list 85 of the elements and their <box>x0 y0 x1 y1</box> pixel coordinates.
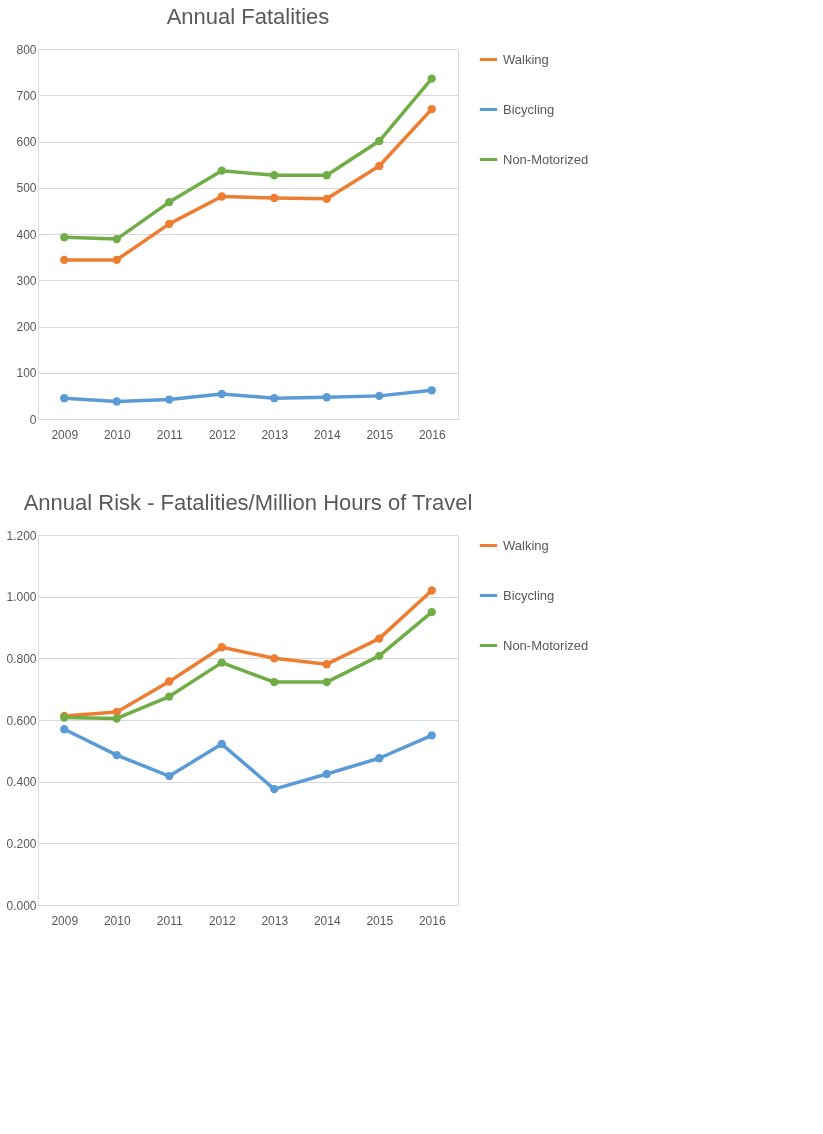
point <box>217 389 226 399</box>
point <box>427 586 436 595</box>
point <box>375 391 384 401</box>
point <box>375 634 384 643</box>
point <box>427 731 436 740</box>
y-tick-label: 300 <box>16 273 37 288</box>
legend-label: Walking <box>503 51 549 67</box>
legend-label: Non-Motorized <box>503 637 589 653</box>
point <box>60 255 69 265</box>
y-tick-label: 1.200 <box>6 528 37 543</box>
point <box>427 104 436 114</box>
y-tick-label: 0.800 <box>6 651 37 666</box>
point <box>270 654 279 663</box>
y-tick-label: 0 <box>29 412 37 427</box>
x-tick-label: 2015 <box>366 913 394 928</box>
y-tick-label: 0.600 <box>6 713 37 728</box>
point <box>322 393 331 402</box>
point <box>112 255 121 265</box>
point <box>322 677 331 687</box>
x-tick-label: 2016 <box>418 913 446 928</box>
point <box>165 692 174 701</box>
point <box>427 74 436 83</box>
x-tick-label: 2009 <box>51 427 79 442</box>
point <box>165 395 174 404</box>
y-tick-label: 700 <box>16 88 37 103</box>
point <box>60 394 69 403</box>
x-tick-label: 2010 <box>103 913 131 928</box>
point <box>270 677 279 687</box>
point <box>322 769 331 779</box>
legend-label: Bicycling <box>503 587 555 603</box>
y-tick-label: 0.000 <box>6 898 37 913</box>
point <box>322 194 331 204</box>
point <box>112 714 121 723</box>
point <box>217 658 226 667</box>
y-tick-label: 200 <box>16 320 37 334</box>
point <box>165 219 174 228</box>
point <box>60 725 69 734</box>
point <box>270 394 279 403</box>
y-tick-label: 0.400 <box>6 775 37 790</box>
x-tick-label: 2009 <box>51 913 79 928</box>
chart-title: Annual Fatalities <box>166 4 330 29</box>
y-tick-label: 800 <box>16 42 37 57</box>
point <box>322 660 331 669</box>
point <box>217 166 226 175</box>
point <box>375 651 384 661</box>
x-tick-label: 2012 <box>208 427 236 442</box>
x-tick-label: 2013 <box>261 427 289 442</box>
y-tick-label: 0.200 <box>6 836 37 851</box>
point <box>165 197 174 207</box>
point <box>270 171 279 180</box>
point <box>375 754 384 763</box>
point <box>165 771 174 781</box>
x-tick-label: 2014 <box>313 427 341 442</box>
point <box>270 784 279 794</box>
x-tick-label: 2012 <box>208 913 236 928</box>
point <box>165 677 174 686</box>
x-tick-label: 2014 <box>313 913 341 928</box>
x-tick-label: 2010 <box>103 427 131 442</box>
point <box>217 643 226 652</box>
point <box>217 192 226 201</box>
point <box>60 233 69 242</box>
point <box>217 739 226 749</box>
point <box>427 607 436 617</box>
legend-label: Walking <box>503 537 549 553</box>
y-tick-label: 500 <box>16 181 37 196</box>
point <box>375 161 384 171</box>
point <box>375 136 384 146</box>
point <box>270 193 279 203</box>
chart-title: Annual Risk - Fatalities/Million Hours of Travel <box>23 490 473 515</box>
y-tick-label: 1.000 <box>6 590 37 605</box>
y-tick-label: 400 <box>16 227 37 242</box>
point <box>322 171 331 180</box>
point <box>112 234 121 244</box>
point <box>112 397 121 406</box>
x-tick-label: 2016 <box>418 427 446 442</box>
legend-label: Non-Motorized <box>503 151 589 167</box>
x-tick-label: 2011 <box>156 427 183 442</box>
legend-label: Bicycling <box>503 101 555 117</box>
x-tick-label: 2015 <box>366 427 394 442</box>
x-tick-label: 2011 <box>156 913 183 928</box>
point <box>112 750 121 760</box>
x-tick-label: 2013 <box>261 913 289 928</box>
y-tick-label: 600 <box>16 135 37 149</box>
point <box>427 386 436 395</box>
y-tick-label: 100 <box>16 366 37 381</box>
